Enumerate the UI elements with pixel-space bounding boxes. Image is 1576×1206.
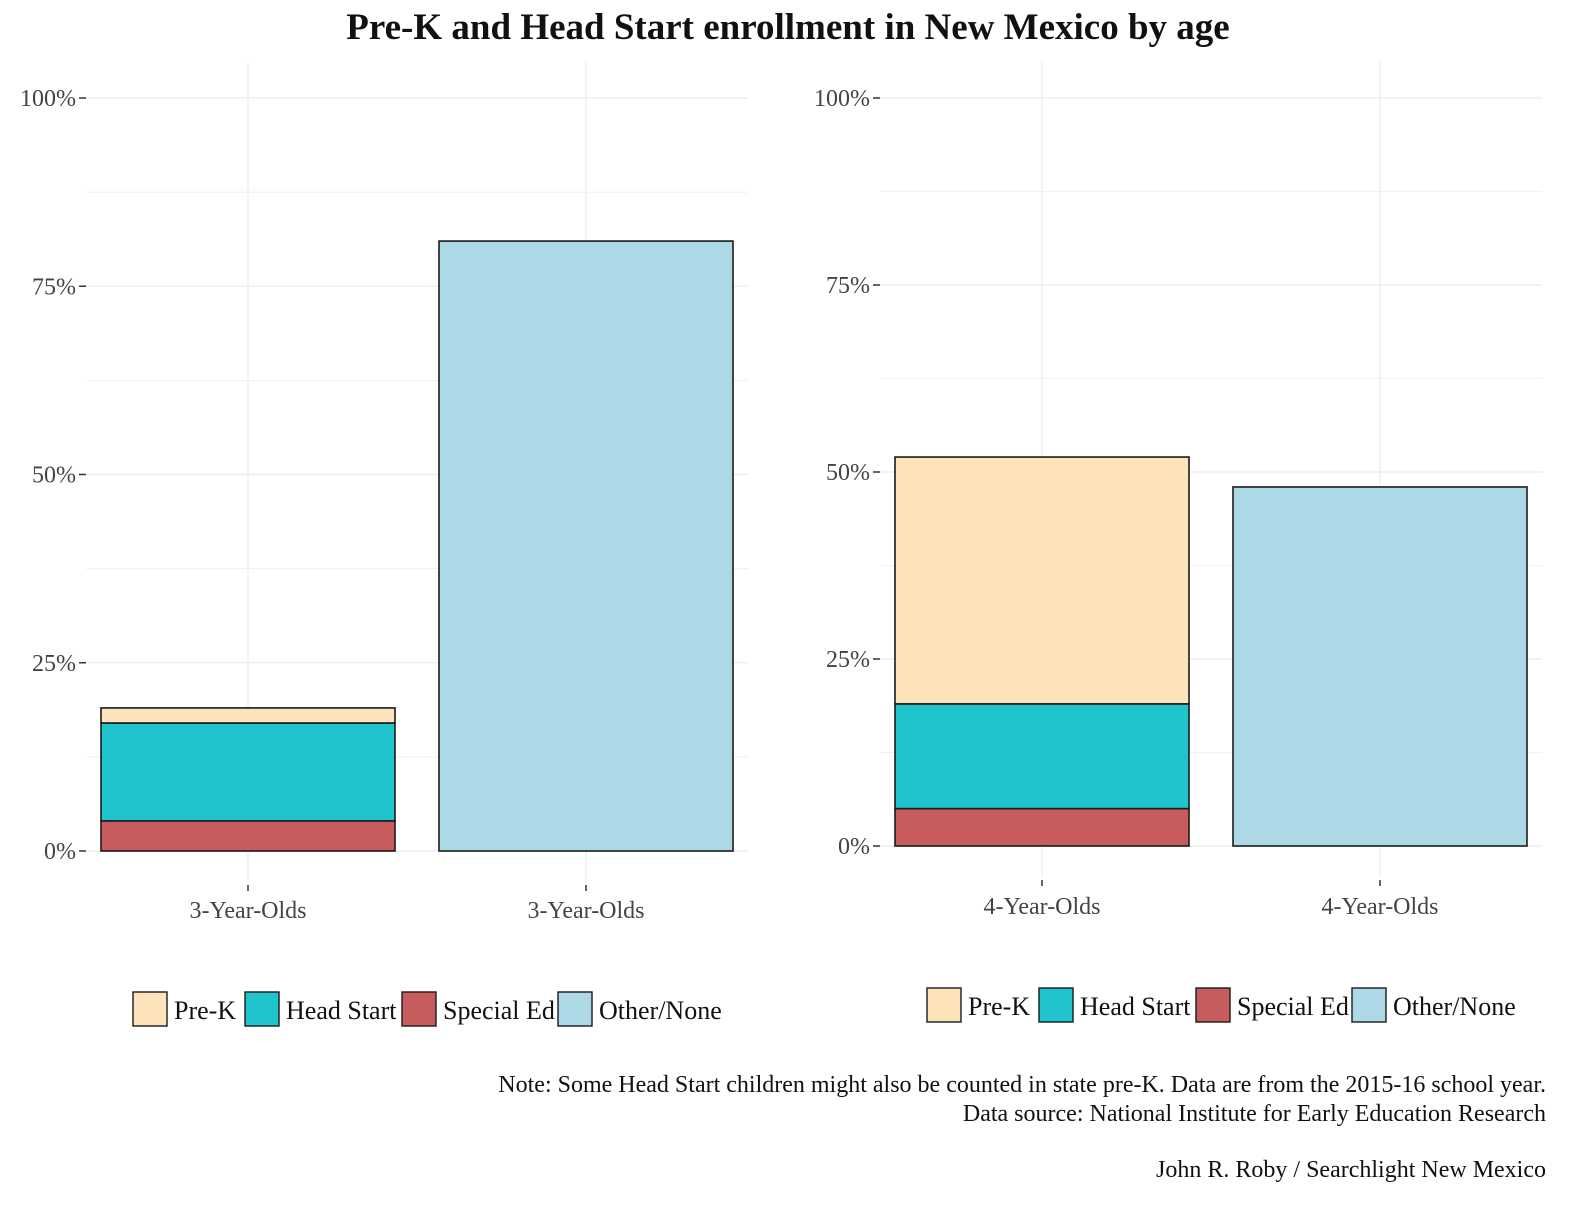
x-tick-label: 4-Year-Olds <box>983 894 1100 920</box>
bar-segment-special-ed <box>894 807 1190 847</box>
y-tick-label: 75% <box>826 273 870 299</box>
y-tick-label: 100% <box>20 86 76 112</box>
legend-swatch-other-none <box>1351 987 1387 1023</box>
x-tick-label: 3-Year-Olds <box>527 898 644 924</box>
y-tick-label: 25% <box>826 647 870 673</box>
legend-label-pre-k: Pre-K <box>174 996 236 1025</box>
x-tick-label: 4-Year-Olds <box>1321 894 1438 920</box>
legend-swatch-head-start <box>1038 987 1074 1023</box>
legend-swatch-head-start <box>244 991 280 1027</box>
legend-swatch-other-none <box>557 991 593 1027</box>
legend-label-head-start: Head Start <box>1080 992 1191 1021</box>
bar-segment-pre-k <box>894 456 1190 705</box>
legend-label-head-start: Head Start <box>286 996 397 1025</box>
legend-label-other-none: Other/None <box>599 996 722 1025</box>
bar-segment-special-ed <box>100 820 396 852</box>
x-tick-label: 3-Year-Olds <box>189 898 306 924</box>
legend-label-pre-k: Pre-K <box>968 992 1030 1021</box>
bar-segment-other-none <box>1232 486 1528 847</box>
legend-swatch-special-ed <box>1195 987 1231 1023</box>
legend-swatch-pre-k <box>926 987 962 1023</box>
bar-segment-other-none <box>438 240 734 852</box>
chart-canvas: 0% 25% 50% 75% 100% 3-Year-Olds 3-Year-Olds Pre… <box>20 62 1542 1027</box>
footnote-note: Note: Some Head Start children might als… <box>498 1072 1546 1098</box>
legend-label-special-ed: Special Ed <box>1237 992 1349 1021</box>
y-tick-label: 100% <box>814 86 870 112</box>
y-tick-label: 50% <box>826 460 870 486</box>
bar-segment-head-start <box>100 722 396 822</box>
y-tick-label: 50% <box>32 463 76 489</box>
legend-label-other-none: Other/None <box>1393 992 1516 1021</box>
bar-segment-head-start <box>894 703 1190 810</box>
legend-swatch-special-ed <box>401 991 437 1027</box>
bar-segment-pre-k <box>100 707 396 724</box>
y-tick-label: 0% <box>838 834 870 860</box>
footnote-source: Data source: National Institute for Earl… <box>962 1101 1546 1127</box>
y-tick-label: 0% <box>44 839 76 865</box>
y-tick-label: 75% <box>32 274 76 300</box>
legend-label-special-ed: Special Ed <box>443 996 555 1025</box>
y-tick-label: 25% <box>32 651 76 677</box>
chart-title: Pre-K and Head Start enrollment in New M… <box>346 7 1230 48</box>
footnote-credit: John R. Roby / Searchlight New Mexico <box>1156 1157 1546 1183</box>
legend-swatch-pre-k <box>132 991 168 1027</box>
